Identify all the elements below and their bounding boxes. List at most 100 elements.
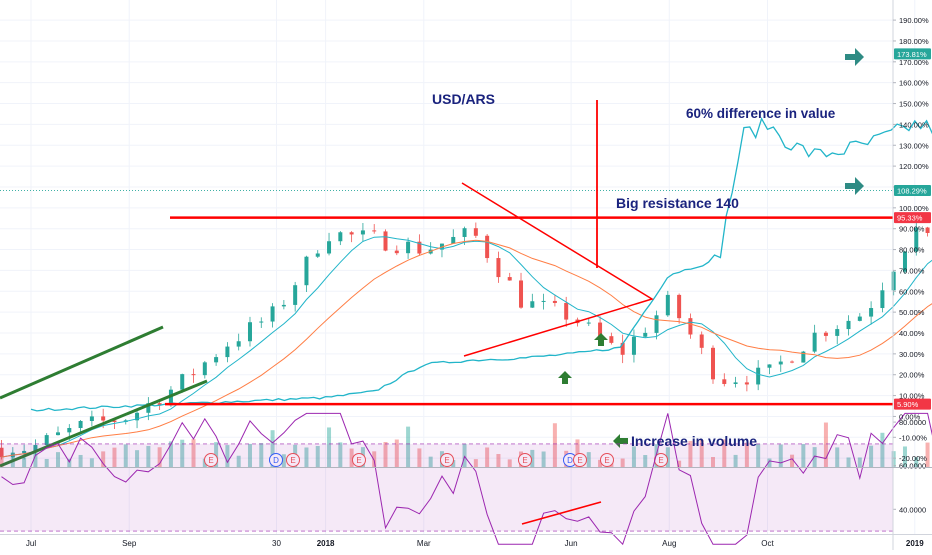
price-label-2: 95.33%	[894, 212, 931, 223]
annotation-volume: Increase in volume	[631, 433, 757, 449]
candle-body	[338, 232, 342, 241]
time-tick-label: 30	[272, 539, 281, 548]
candle-body	[463, 228, 467, 237]
candle-body	[508, 277, 512, 280]
time-tick-label: Sep	[122, 539, 137, 548]
candle-body	[282, 305, 286, 306]
candle-body	[56, 432, 60, 435]
price-tick-label: 130.00%	[899, 141, 929, 150]
price-tick-label: 160.00%	[899, 79, 929, 88]
candle-body	[79, 421, 83, 428]
price-tick-label: -10.00%	[899, 433, 927, 442]
time-tick-label: Mar	[417, 539, 431, 548]
candle-body	[384, 231, 388, 250]
candle-body	[869, 308, 873, 317]
candle-body	[745, 382, 749, 384]
price-tick-label: 190.00%	[899, 16, 929, 25]
price-label-0: 173.81%	[894, 48, 931, 59]
candle-body	[564, 303, 568, 320]
candle-body	[451, 237, 455, 244]
candle-body	[587, 323, 591, 324]
price-tick-label: 60.00%	[899, 287, 925, 296]
candle-body	[779, 362, 783, 365]
candle-body	[790, 362, 794, 363]
time-tick-label: Jun	[565, 539, 578, 548]
price-label-3: 5.90%	[894, 399, 931, 410]
price-tick-label: 150.00%	[899, 100, 929, 109]
candle-body	[485, 236, 489, 258]
price-tick-label: 0.00%	[899, 412, 921, 421]
candle-body	[180, 374, 184, 390]
rsi-band	[0, 444, 893, 531]
candle-body	[880, 290, 884, 308]
candle-body	[372, 230, 376, 231]
candle-body	[327, 241, 331, 253]
time-tick-label: 2019	[906, 539, 924, 548]
candle-body	[643, 333, 647, 337]
annotation-difference: 60% difference in value	[686, 106, 836, 121]
candle-body	[237, 341, 241, 346]
price-label-1: 108.29%	[894, 185, 931, 196]
price-label-text: 5.90%	[897, 400, 919, 409]
candle-body	[474, 228, 478, 236]
candle-body	[926, 228, 930, 233]
time-tick-label: Oct	[761, 539, 774, 548]
candle-body	[101, 416, 105, 420]
candle-body	[350, 232, 354, 234]
price-tick-label: 100.00%	[899, 204, 929, 213]
candle-body	[519, 280, 523, 307]
candle-body	[722, 379, 726, 384]
candle-body	[677, 295, 681, 318]
price-tick-label: -20.00%	[899, 454, 927, 463]
candle-body	[688, 318, 692, 334]
candle-body	[655, 315, 659, 333]
price-tick-label: 120.00%	[899, 162, 929, 171]
candle-body	[700, 334, 704, 347]
candle-body	[271, 306, 275, 321]
candle-body	[767, 364, 771, 367]
price-label-text: 108.29%	[897, 187, 927, 196]
candle-body	[304, 257, 308, 286]
candle-body	[225, 347, 229, 358]
price-tick-label: 80.00%	[899, 246, 925, 255]
candle-body	[293, 285, 297, 305]
candle-body	[824, 333, 828, 336]
candle-body	[259, 322, 263, 323]
candle-body	[553, 301, 557, 303]
time-tick-label: Jul	[26, 539, 36, 548]
candle-body	[542, 301, 546, 302]
candle-body	[395, 251, 399, 254]
price-tick-label: 140.00%	[899, 120, 929, 129]
candle-body	[609, 336, 613, 343]
candle-body	[248, 322, 252, 341]
candle-body	[90, 416, 94, 421]
price-tick-label: 40.00%	[899, 329, 925, 338]
price-tick-label: 70.00%	[899, 266, 925, 275]
candle-body	[847, 321, 851, 329]
price-label-text: 95.33%	[897, 214, 923, 223]
candle-body	[67, 428, 71, 432]
candle-body	[756, 368, 760, 385]
candle-body	[361, 230, 365, 234]
candle-body	[734, 382, 738, 384]
candle-body	[214, 357, 218, 362]
candle-body	[835, 329, 839, 336]
candle-body	[892, 272, 896, 291]
rsi-tick-label: 40.0000	[899, 505, 926, 514]
price-tick-label: 30.00%	[899, 350, 925, 359]
candle-body	[632, 337, 636, 355]
annotation-resistance: Big resistance 140	[616, 195, 739, 211]
annotation-usd-ars: USD/ARS	[432, 91, 495, 107]
candle-body	[406, 242, 410, 253]
price-tick-label: 20.00%	[899, 371, 925, 380]
price-tick-label: 50.00%	[899, 308, 925, 317]
candle-body	[711, 348, 715, 379]
candle-body	[192, 374, 196, 375]
candle-body	[813, 333, 817, 352]
candle-body	[858, 317, 862, 321]
candle-body	[496, 258, 500, 277]
candle-body	[203, 362, 207, 375]
candle-body	[45, 435, 49, 445]
